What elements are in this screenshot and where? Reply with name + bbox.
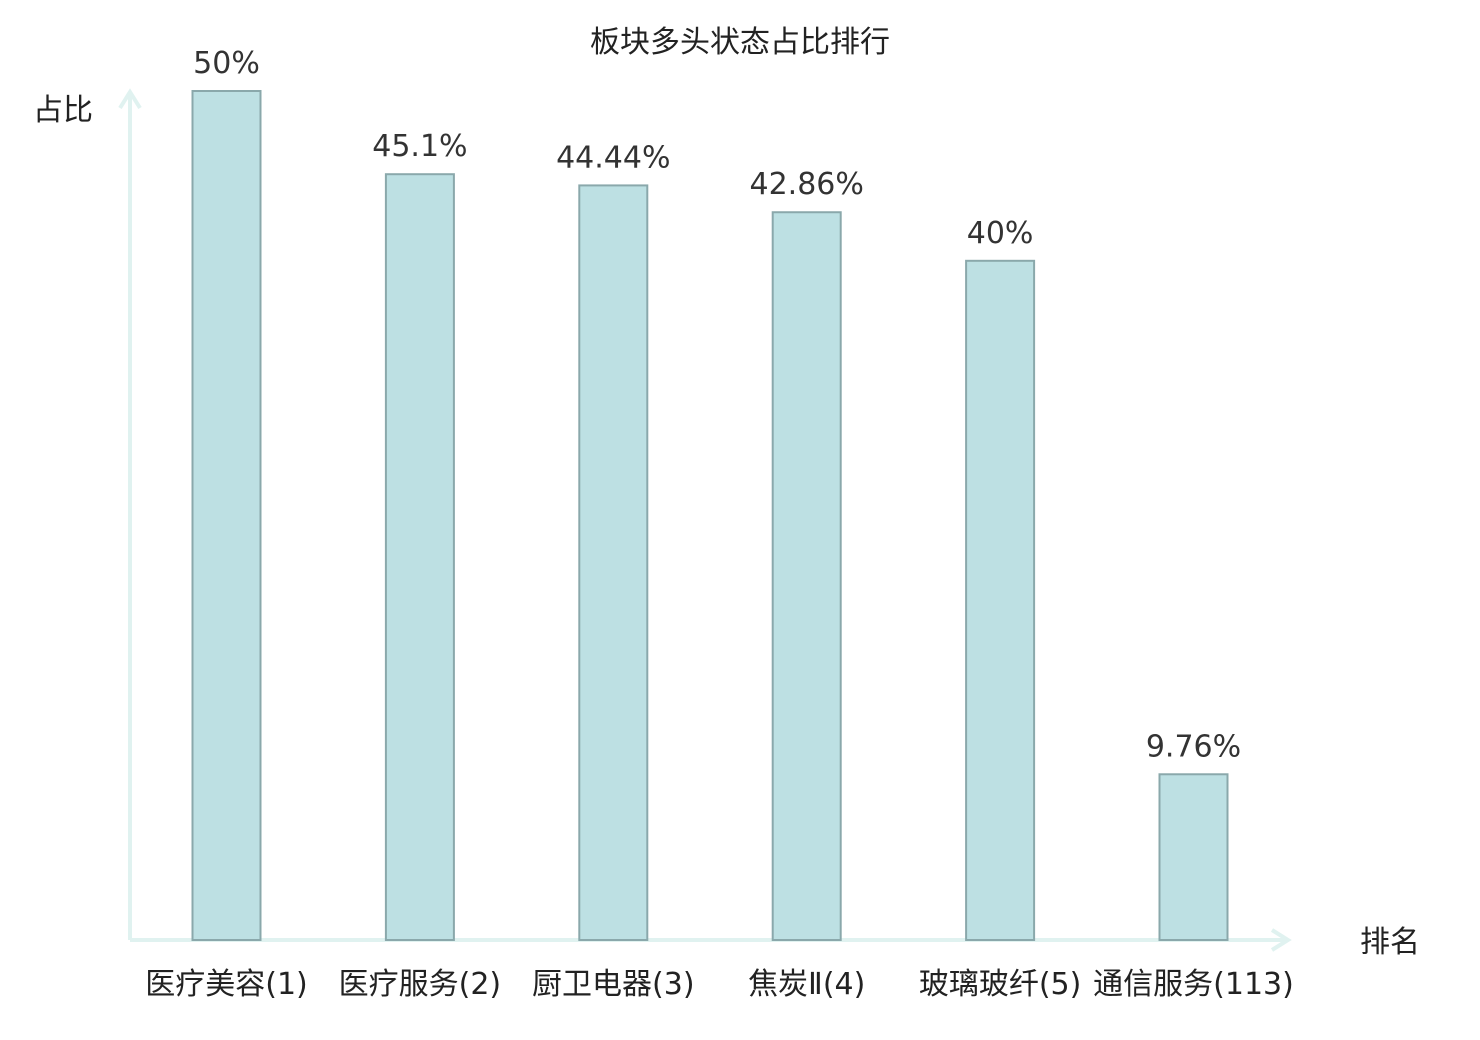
x-tick-category-name: 医疗服务 [339, 967, 459, 1002]
x-tick-label: 厨卫电器(3) [532, 967, 695, 1002]
x-tick-category-name: 医疗美容 [145, 967, 265, 1002]
y-axis-label: 占比 [33, 93, 93, 128]
bar [191, 90, 262, 941]
bar-value-label: 45.1% [372, 129, 467, 164]
bar [965, 259, 1036, 941]
bar-value-label: 50% [193, 46, 260, 81]
x-tick-rank: (3) [652, 967, 695, 1002]
x-tick-category-name: 焦炭Ⅱ [748, 967, 823, 1002]
chart-title: 板块多头状态占比排行 [590, 25, 890, 60]
category-labels-group: 医疗美容(1) 医疗服务(2) 厨卫电器(3) 焦炭Ⅱ(4) 玻璃玻纤(5) 通信服务(1… [145, 967, 1294, 1002]
x-tick-category-name: 玻璃玻纤 [919, 967, 1039, 1002]
x-tick-rank: (5) [1039, 967, 1082, 1002]
axes [118, 88, 1292, 952]
x-tick-rank: (1) [265, 967, 308, 1002]
x-axis-arrow-icon [1270, 928, 1292, 952]
x-tick-label: 通信服务(113) [1093, 967, 1294, 1002]
x-tick-label: 医疗服务(2) [339, 967, 502, 1002]
x-axis-label: 排名 [1360, 925, 1420, 960]
x-tick-rank: (4) [823, 967, 866, 1002]
x-tick-rank: (113) [1213, 967, 1294, 1002]
bar [771, 211, 842, 942]
x-tick-rank: (2) [459, 967, 502, 1002]
bars-group [191, 90, 1229, 942]
x-tick-category-name: 通信服务 [1093, 967, 1213, 1002]
value-labels-group: 50% 45.1% 44.44% 42.86% 40% 9.76% [193, 46, 1241, 764]
x-tick-label: 玻璃玻纤(5) [919, 967, 1082, 1002]
bar-value-label: 40% [967, 216, 1034, 251]
x-tick-label: 焦炭Ⅱ(4) [748, 967, 865, 1002]
x-tick-label: 医疗美容(1) [145, 967, 308, 1002]
bar [578, 184, 649, 941]
y-axis-arrow-icon [118, 88, 142, 110]
x-tick-category-name: 厨卫电器 [532, 967, 652, 1002]
bar [1158, 773, 1229, 941]
bar-value-label: 44.44% [556, 140, 670, 175]
bar-value-label: 42.86% [750, 167, 864, 202]
bar [384, 173, 455, 941]
bar-value-label: 9.76% [1146, 729, 1241, 764]
